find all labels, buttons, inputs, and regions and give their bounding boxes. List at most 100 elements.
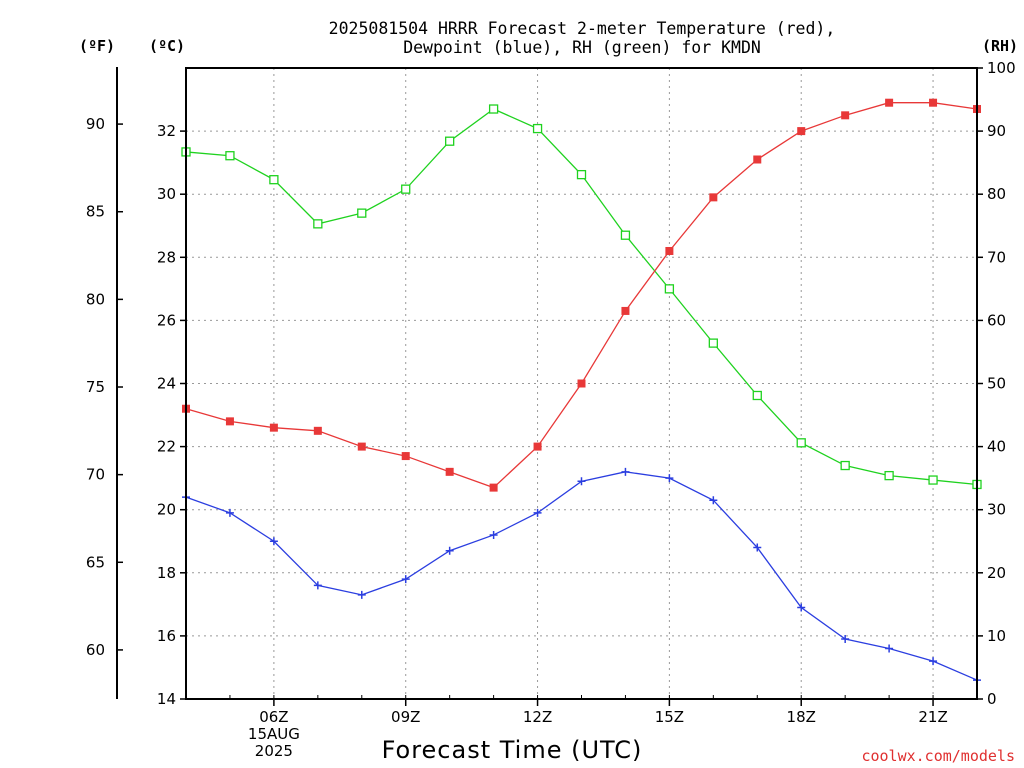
dewpoint-point — [489, 530, 498, 539]
x-tick-label: 06Z — [259, 708, 288, 726]
dewpoint-point — [929, 657, 938, 666]
fahrenheit-tick-label: 90 — [86, 115, 105, 133]
celsius-tick-label: 30 — [157, 185, 176, 203]
temperature-point — [797, 127, 806, 136]
dewpoint-point — [401, 575, 410, 584]
rh-tick-label: 70 — [987, 248, 1006, 266]
dewpoint-point — [533, 508, 542, 517]
chart-title-line-1: 2025081504 HRRR Forecast 2-meter Tempera… — [329, 19, 836, 38]
temperature-point — [489, 483, 498, 492]
rh-point — [225, 151, 235, 161]
dewpoint-point — [225, 508, 234, 517]
celsius-tick-label: 28 — [157, 248, 176, 266]
dewpoint-line — [185, 471, 978, 681]
fahrenheit-tick-label: 85 — [86, 203, 105, 221]
rh-point — [752, 390, 762, 401]
rh-point — [445, 136, 455, 146]
fahrenheit-tick-label: 80 — [86, 290, 105, 308]
x-tick-label: 21Z — [918, 708, 947, 726]
fahrenheit-axis: 60 65 70 75 80 85 90 — [86, 67, 123, 699]
fahrenheit-unit-label: (ºF) — [79, 37, 115, 55]
temperature-line — [185, 102, 978, 489]
rh-tick-label: 20 — [987, 564, 1006, 582]
x-tick-label: 12Z — [523, 708, 552, 726]
celsius-tick-label: 32 — [157, 122, 176, 140]
celsius-tick-label: 24 — [157, 375, 176, 393]
fahrenheit-tick-label: 60 — [86, 641, 105, 659]
celsius-tick-label: 18 — [157, 564, 176, 582]
rh-tick-label: 60 — [987, 311, 1006, 329]
dewpoint-point — [841, 635, 850, 644]
rh-point — [620, 230, 631, 240]
temperature-point — [269, 423, 278, 432]
x-tick-label: 09Z — [391, 708, 420, 726]
x-tick-label: 2025 — [255, 742, 293, 760]
temperature-point — [621, 306, 630, 315]
temperature-point — [533, 442, 542, 451]
rh-tick-label: 80 — [987, 185, 1006, 203]
dewpoint-point — [577, 477, 586, 486]
celsius-axis: 14 16 18 20 22 24 26 28 30 32 — [157, 122, 186, 708]
rh-tick-label: 100 — [987, 59, 1016, 77]
temperature-point — [929, 98, 938, 107]
rh-line — [185, 108, 978, 486]
rh-unit-label: (RH) — [982, 37, 1018, 55]
rh-point — [928, 475, 938, 485]
x-tick-label: 18Z — [787, 708, 816, 726]
rh-axis: 0 10 20 30 40 50 60 70 80 90 100 — [977, 59, 1016, 708]
rh-point — [796, 438, 806, 448]
dewpoint-point — [269, 537, 278, 546]
rh-point — [313, 219, 323, 229]
rh-tick-label: 40 — [987, 438, 1006, 456]
fahrenheit-tick-label: 65 — [86, 553, 105, 571]
temperature-point — [577, 379, 586, 388]
rh-point — [884, 470, 894, 481]
temperature-point — [841, 111, 850, 120]
dewpoint-point — [885, 644, 894, 653]
celsius-tick-label: 22 — [157, 438, 176, 456]
rh-point — [269, 175, 279, 185]
rh-tick-label: 30 — [987, 501, 1006, 519]
x-tick-label: 15Z — [655, 708, 684, 726]
rh-tick-label: 50 — [987, 375, 1006, 393]
dewpoint-series — [182, 467, 981, 685]
temperature-point — [225, 417, 234, 426]
plot-frame — [185, 67, 978, 700]
rh-tick-label: 90 — [987, 122, 1006, 140]
rh-point — [664, 284, 675, 294]
temperature-point — [885, 98, 894, 107]
temperature-point — [401, 452, 410, 461]
temperature-point — [709, 193, 718, 202]
rh-tick-label: 10 — [987, 627, 1006, 645]
x-tick-label: 15AUG — [248, 725, 300, 743]
temperature-series — [182, 98, 981, 492]
rh-point — [840, 460, 850, 471]
dewpoint-point — [445, 546, 454, 555]
rh-point — [488, 104, 499, 114]
dewpoint-point — [665, 474, 674, 483]
rh-point — [401, 184, 411, 194]
rh-point — [532, 123, 543, 134]
dewpoint-point — [797, 603, 806, 612]
fahrenheit-tick-label: 75 — [86, 378, 105, 396]
temperature-point — [445, 467, 454, 476]
chart-title-line-2: Dewpoint (blue), RH (green) for KMDN — [403, 38, 761, 57]
dewpoint-point — [709, 496, 718, 505]
dewpoint-point — [357, 590, 366, 599]
rh-point — [576, 169, 587, 180]
celsius-tick-label: 20 — [157, 501, 176, 519]
celsius-tick-label: 26 — [157, 311, 176, 329]
dewpoint-point — [621, 467, 630, 476]
temperature-point — [753, 155, 762, 164]
rh-tick-label: 0 — [987, 690, 997, 708]
celsius-unit-label: (ºC) — [149, 37, 185, 55]
fahrenheit-tick-label: 70 — [86, 466, 105, 484]
temperature-point — [357, 442, 366, 451]
rh-point — [708, 338, 718, 348]
temperature-point — [313, 426, 322, 435]
x-axis-label: Forecast Time (UTC) — [382, 736, 643, 764]
celsius-tick-label: 14 — [157, 690, 176, 708]
source-credit: coolwx.com/models — [861, 747, 1015, 765]
